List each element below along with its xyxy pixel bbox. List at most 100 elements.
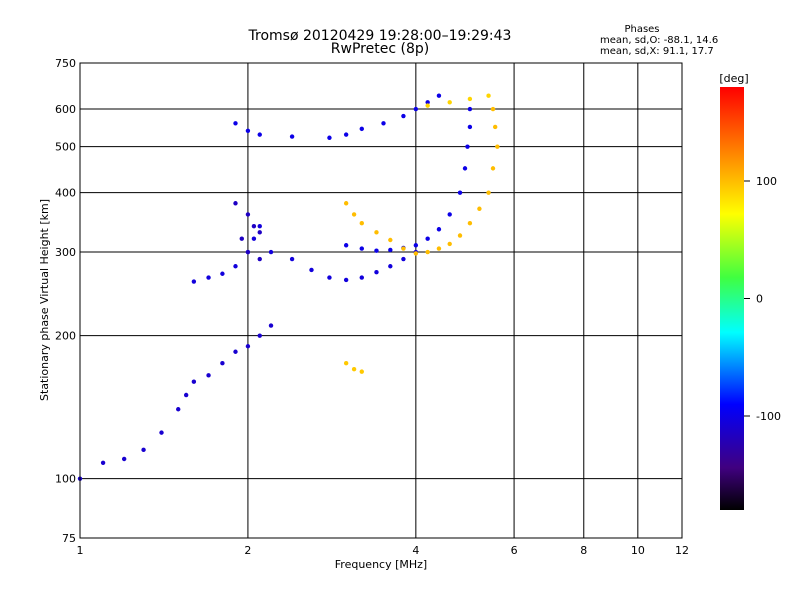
- data-point: [206, 373, 211, 378]
- data-point: [309, 267, 314, 273]
- x-tick-label: 8: [580, 544, 587, 557]
- data-point: [183, 392, 189, 398]
- data-layer: [77, 93, 500, 481]
- data-point: [257, 132, 262, 137]
- phase-stats-heading: Phases: [624, 24, 659, 35]
- colorbar-ticks: 100 0 -100: [744, 175, 781, 423]
- colorbar-tick-label: 100: [756, 175, 777, 188]
- data-point: [374, 248, 379, 253]
- data-point: [121, 456, 127, 462]
- y-tick-labels: 75 100 200 300 400 500 600 750: [55, 57, 76, 545]
- x-tick-labels: 1 2 4 6 8 10 12: [77, 544, 690, 557]
- data-point: [257, 224, 262, 229]
- data-point: [467, 220, 473, 226]
- data-point: [467, 96, 473, 102]
- grid-layer: [80, 63, 682, 538]
- data-point: [359, 275, 364, 280]
- data-point: [374, 230, 379, 235]
- data-point: [245, 212, 251, 217]
- data-point: [343, 361, 349, 366]
- plot-area: [77, 62, 683, 539]
- data-point: [159, 430, 164, 435]
- y-tick-label: 300: [55, 246, 76, 259]
- data-point: [251, 224, 257, 229]
- data-point: [477, 206, 482, 211]
- data-point: [381, 121, 386, 126]
- x-tick-label: 4: [412, 544, 419, 557]
- data-point: [257, 333, 262, 338]
- y-tick-label: 100: [55, 473, 76, 486]
- data-point: [245, 344, 251, 349]
- data-point: [447, 100, 452, 105]
- data-point: [447, 241, 452, 247]
- data-point: [467, 124, 473, 130]
- data-point: [447, 212, 452, 217]
- data-point: [425, 249, 430, 255]
- data-point: [388, 237, 393, 243]
- colorbar-tick-label: 0: [756, 293, 763, 306]
- data-point: [457, 233, 463, 238]
- y-tick-label: 600: [55, 103, 76, 116]
- data-point: [388, 264, 393, 269]
- data-point: [436, 227, 442, 232]
- data-point: [268, 323, 274, 328]
- x-tick-label: 1: [77, 544, 84, 557]
- data-point: [388, 247, 393, 253]
- colorbar-label: [deg]: [719, 72, 748, 85]
- phase-stats-o: mean, sd,O: -88.1, 14.6: [600, 35, 718, 46]
- data-point: [233, 264, 238, 269]
- x-tick-label: 6: [511, 544, 518, 557]
- x-tick-label: 10: [631, 544, 645, 557]
- data-point: [490, 166, 496, 171]
- x-tick-label: 2: [244, 544, 251, 557]
- data-point: [486, 93, 491, 98]
- data-point: [191, 279, 197, 284]
- data-point: [327, 135, 332, 140]
- data-point: [220, 361, 225, 366]
- data-point: [220, 271, 225, 276]
- data-point: [486, 190, 491, 195]
- colorbar-gradient: [720, 87, 744, 510]
- data-point: [245, 128, 251, 133]
- data-point: [343, 201, 349, 206]
- data-point: [490, 106, 496, 112]
- data-point: [359, 126, 364, 132]
- data-point: [343, 277, 349, 283]
- data-point: [289, 134, 295, 139]
- data-point: [401, 256, 406, 262]
- data-point: [233, 201, 238, 206]
- data-point: [425, 100, 430, 105]
- y-tick-label: 200: [55, 330, 76, 343]
- data-point: [233, 349, 238, 354]
- data-point: [327, 275, 332, 280]
- y-tick-label: 75: [62, 532, 76, 545]
- data-point: [401, 113, 406, 119]
- data-point: [191, 379, 197, 384]
- phase-stats-x: mean, sd,X: 91.1, 17.7: [600, 46, 714, 57]
- colorbar: [deg] 100 0 -100: [719, 72, 781, 510]
- data-point: [425, 236, 430, 241]
- x-tick-label: 12: [675, 544, 689, 557]
- y-tick-label: 400: [55, 187, 76, 200]
- data-point: [413, 106, 419, 112]
- data-point: [257, 230, 262, 235]
- data-point: [233, 121, 238, 126]
- data-point: [436, 93, 442, 98]
- y-tick-label: 750: [55, 57, 76, 70]
- data-point: [492, 124, 498, 130]
- data-point: [359, 246, 364, 251]
- data-point: [343, 132, 349, 137]
- data-point: [206, 275, 211, 280]
- data-point: [100, 460, 106, 465]
- data-point: [351, 366, 357, 372]
- chart-title: Tromsø 20120429 19:28:00–19:29:43: [248, 28, 512, 44]
- data-point: [462, 166, 468, 171]
- data-point: [251, 236, 257, 241]
- data-point: [401, 246, 406, 251]
- data-point: [457, 190, 463, 195]
- data-point: [374, 270, 379, 275]
- data-point: [268, 249, 274, 255]
- colorbar-tick-label: -100: [756, 410, 781, 423]
- data-point: [257, 256, 262, 262]
